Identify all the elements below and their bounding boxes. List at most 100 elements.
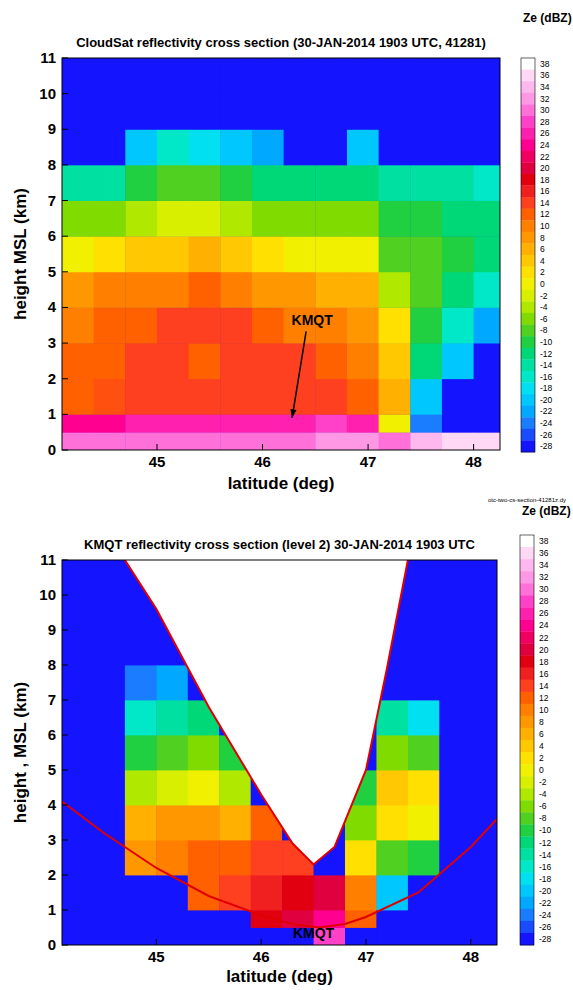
colorbar-box	[521, 417, 535, 429]
cell	[125, 414, 157, 432]
cell	[93, 560, 125, 595]
annotation: KMQT	[292, 312, 334, 328]
cell	[379, 165, 411, 201]
cell	[156, 875, 188, 910]
cell	[379, 129, 411, 165]
colorbar-box	[521, 174, 535, 186]
cell	[410, 94, 442, 130]
footnote: otc-two-cs-section-41281z.dy	[488, 497, 566, 503]
cell	[62, 595, 94, 630]
cell	[410, 201, 442, 237]
colorbar-tick-label: 4	[540, 256, 545, 266]
cell	[410, 414, 442, 432]
cell	[410, 129, 442, 165]
colorbar-box	[521, 93, 535, 105]
cell	[189, 432, 221, 450]
cell	[62, 840, 94, 875]
cell	[125, 379, 157, 415]
cell	[62, 735, 94, 770]
no-coverage	[114, 560, 418, 865]
cell	[157, 307, 189, 343]
colorbar-box	[520, 897, 534, 909]
colorbar-tick-label: 8	[540, 233, 545, 243]
cell	[94, 201, 126, 237]
cell	[379, 432, 411, 450]
cell	[347, 165, 379, 201]
cell	[252, 201, 284, 237]
y-tick	[62, 343, 68, 344]
colorbar-tick-label: -26	[539, 922, 552, 932]
cell	[125, 58, 157, 94]
colorbar-box	[521, 209, 535, 221]
colorbar-tick-label: -22	[539, 898, 552, 908]
y-tick	[62, 378, 68, 379]
colorbar-tick-label: -14	[539, 850, 552, 860]
colorbar-box	[520, 728, 534, 740]
cell	[315, 343, 347, 379]
colorbar-tick-label: -4	[540, 302, 548, 312]
colorbar-tick-label: -14	[540, 360, 553, 370]
cell	[125, 94, 157, 130]
cell	[315, 165, 347, 201]
colorbar-box	[521, 371, 535, 383]
cell	[471, 928, 497, 946]
y-tick-label: 8	[48, 656, 56, 673]
y-tick-label: 0	[48, 936, 56, 953]
cell	[314, 875, 346, 910]
cell	[252, 379, 284, 415]
cell	[189, 201, 221, 237]
cell	[156, 928, 188, 946]
cell	[93, 875, 125, 910]
cell	[157, 58, 189, 94]
colorbar-tick-label: -6	[539, 801, 547, 811]
colorbar-tick-label: -8	[540, 325, 548, 335]
cell	[93, 595, 125, 630]
colorbar-tick-label: 38	[540, 59, 550, 69]
cell	[93, 910, 125, 928]
cell	[62, 307, 94, 343]
colorbar-tick-label: -10	[540, 337, 553, 347]
y-tick	[62, 700, 68, 701]
colorbar-box	[521, 116, 535, 128]
colorbar-box	[521, 58, 535, 70]
cell	[94, 272, 126, 308]
colorbar-frame	[520, 535, 534, 945]
cell	[252, 236, 284, 272]
x-tick-label: 48	[462, 948, 479, 965]
x-tick-label: 45	[148, 948, 165, 965]
cell	[408, 910, 440, 928]
cell	[284, 414, 316, 432]
annotation-arrow	[292, 331, 306, 418]
cell	[474, 379, 500, 415]
y-tick-label: 9	[48, 621, 56, 638]
cell	[471, 735, 497, 770]
cell	[220, 129, 252, 165]
cell	[94, 343, 126, 379]
colorbar-tick-label: -10	[539, 825, 552, 835]
cell	[410, 432, 442, 450]
cell	[442, 236, 474, 272]
cell	[284, 201, 316, 237]
cell	[442, 432, 474, 450]
cell	[125, 236, 157, 272]
cell	[189, 129, 221, 165]
cell	[410, 272, 442, 308]
cell	[94, 236, 126, 272]
annotation-arrowhead	[290, 409, 296, 418]
cell	[410, 307, 442, 343]
x-tick	[261, 939, 262, 945]
colorbar-tick-label: 22	[540, 152, 550, 162]
colorbar-box	[520, 547, 534, 559]
cell	[284, 94, 316, 130]
colorbar-box	[521, 197, 535, 209]
cell	[474, 201, 500, 237]
colorbar-tick-label: 30	[540, 105, 550, 115]
colorbar-box	[521, 440, 535, 452]
title: CloudSat reflectivity cross section (30-…	[76, 35, 486, 50]
colorbar-tick-label: 26	[539, 608, 549, 618]
y-tick-label: 6	[48, 726, 56, 743]
cell	[410, 343, 442, 379]
cell	[220, 414, 252, 432]
cell	[62, 700, 94, 735]
cell	[471, 840, 497, 875]
